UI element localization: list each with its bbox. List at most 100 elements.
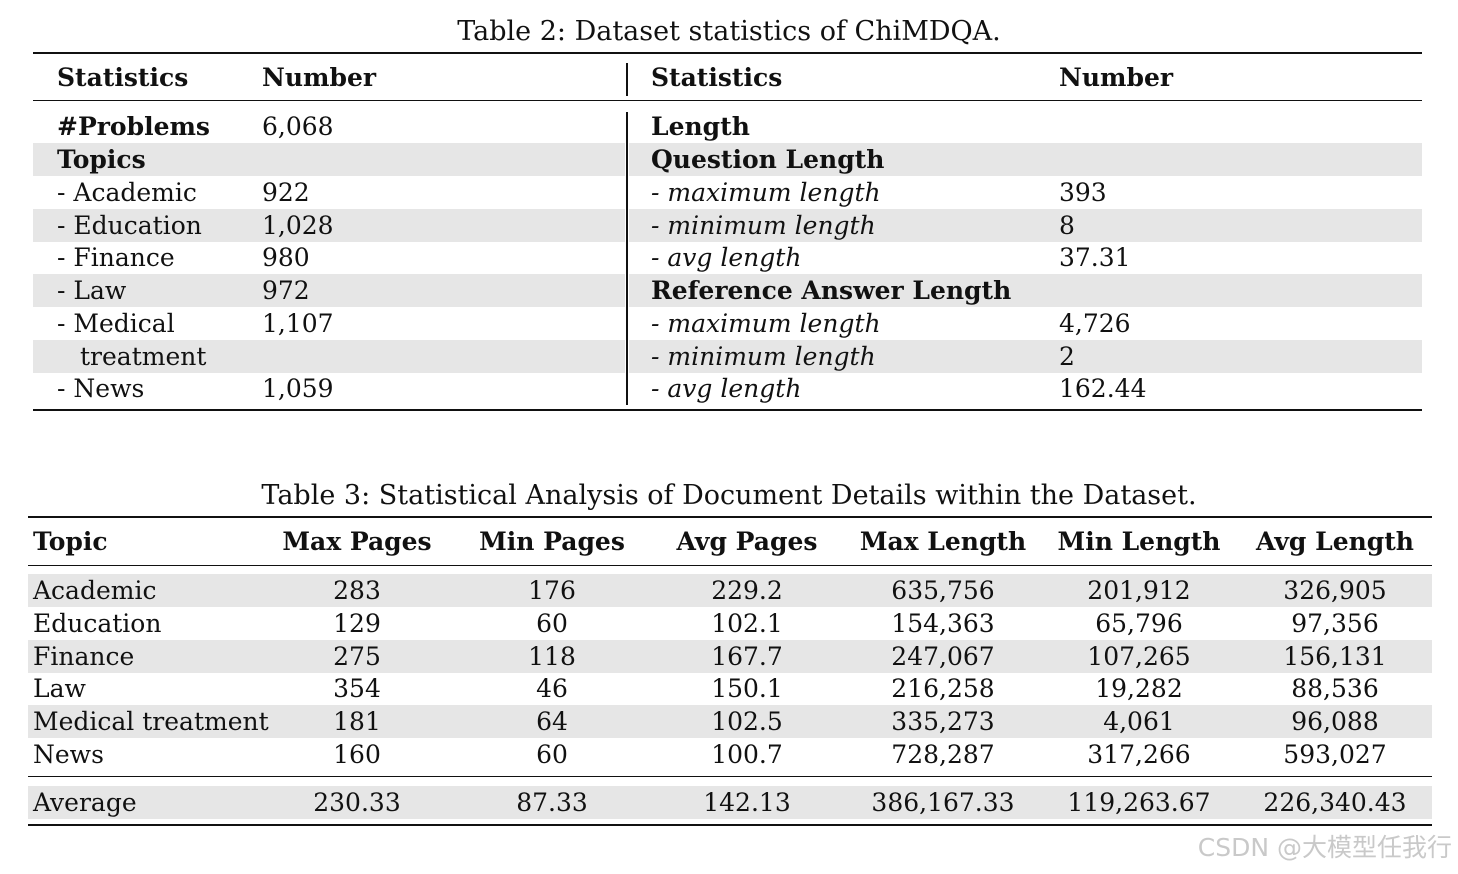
table3-avg-length-cell: 88,536 bbox=[1291, 674, 1379, 703]
table2-left-value: 1,059 bbox=[262, 374, 334, 403]
table3-max-pages-cell: 181 bbox=[333, 707, 381, 736]
table2-right-value: 37.31 bbox=[1059, 243, 1131, 272]
table3-avg-length-cell: 326,905 bbox=[1283, 576, 1387, 605]
table2-right-label: - avg length bbox=[651, 243, 802, 272]
table2-header-statistics-right: Statistics bbox=[651, 63, 783, 92]
table3-topic-cell: Medical treatment bbox=[33, 707, 269, 736]
table3-min-length-cell: 19,282 bbox=[1095, 674, 1183, 703]
table2-right-value: 4,726 bbox=[1059, 309, 1131, 338]
table3-max-length-cell: 154,363 bbox=[891, 609, 995, 638]
table3-avg-length-cell: 97,356 bbox=[1291, 609, 1379, 638]
table3-band-academic bbox=[28, 574, 1432, 607]
table2-left-label: Topics bbox=[57, 145, 146, 174]
table2-left-label: - Medical bbox=[57, 309, 175, 338]
table3-avg-length-cell: 96,088 bbox=[1291, 707, 1379, 736]
table3-header-avg-pages: Avg Pages bbox=[676, 527, 818, 556]
table3-band-average bbox=[28, 786, 1432, 819]
table3-min-pages-cell: 176 bbox=[528, 576, 576, 605]
table3-avg-pages-cell: 150.1 bbox=[711, 674, 783, 703]
table3-header-topic: Topic bbox=[33, 527, 108, 556]
table2-left-value: 980 bbox=[262, 243, 310, 272]
table2-left-label: #Problems bbox=[57, 112, 211, 141]
table3-max-length-cell: 335,273 bbox=[891, 707, 995, 736]
table3-caption: Table 3: Statistical Analysis of Documen… bbox=[261, 480, 1197, 511]
table3-header-max-length: Max Length bbox=[859, 527, 1027, 556]
table2-right-value: 2 bbox=[1059, 342, 1075, 371]
table3-header-max-pages: Max Pages bbox=[282, 527, 432, 556]
table2-left-label: treatment bbox=[80, 342, 207, 371]
table2-header-statistics-left: Statistics bbox=[57, 63, 189, 92]
table2-right-label: Reference Answer Length bbox=[651, 276, 1012, 305]
table3-average-max-length: 386,167.33 bbox=[871, 788, 1015, 817]
table2-left-label: - Education bbox=[57, 211, 202, 240]
table2-left-label: - News bbox=[57, 374, 145, 403]
table2-band-row4-left bbox=[33, 209, 625, 242]
table2-band-row8-left bbox=[33, 340, 625, 373]
table2-top-rule bbox=[33, 52, 1422, 55]
table3-min-length-cell: 201,912 bbox=[1087, 576, 1191, 605]
table3-min-length-cell: 107,265 bbox=[1087, 642, 1191, 671]
table3-avg-pages-cell: 102.1 bbox=[711, 609, 783, 638]
table3-topic-cell: Law bbox=[33, 674, 86, 703]
table2-right-label: - minimum length bbox=[651, 211, 876, 240]
table3-bottom-rule bbox=[28, 824, 1432, 827]
table3-avg-pages-cell: 229.2 bbox=[711, 576, 783, 605]
table2-bottom-rule bbox=[33, 409, 1422, 412]
table3-max-pages-cell: 160 bbox=[333, 740, 381, 769]
table2-left-value: 1,028 bbox=[262, 211, 334, 240]
table3-average-rule bbox=[28, 776, 1432, 778]
table2-left-label: - Finance bbox=[57, 243, 175, 272]
table2-left-value: 6,068 bbox=[262, 112, 334, 141]
table3-max-pages-cell: 354 bbox=[333, 674, 381, 703]
table2-band-row8-right bbox=[629, 340, 1422, 373]
table3-header-min-length: Min Length bbox=[1057, 527, 1221, 556]
table3-max-length-cell: 247,067 bbox=[891, 642, 995, 671]
table3-average-min-pages: 87.33 bbox=[516, 788, 588, 817]
table3-average-avg-length: 226,340.43 bbox=[1263, 788, 1407, 817]
table2-right-label: - maximum length bbox=[651, 178, 881, 207]
table3-max-pages-cell: 129 bbox=[333, 609, 381, 638]
table2-header-number-right: Number bbox=[1059, 63, 1174, 92]
table3-topic-cell: News bbox=[33, 740, 104, 769]
table3-max-length-cell: 728,287 bbox=[891, 740, 995, 769]
table2-left-label: - Law bbox=[57, 276, 127, 305]
table2-right-value: 8 bbox=[1059, 211, 1075, 240]
table2-band-row4-right bbox=[629, 209, 1422, 242]
table2-left-value: 972 bbox=[262, 276, 310, 305]
table3-header-avg-length: Avg Length bbox=[1256, 527, 1414, 556]
table3-header-min-pages: Min Pages bbox=[479, 527, 625, 556]
table3-min-length-cell: 4,061 bbox=[1103, 707, 1175, 736]
csdn-watermark: CSDN @大模型任我行 bbox=[1197, 833, 1452, 862]
table3-top-rule bbox=[28, 516, 1432, 519]
table2-left-label: - Academic bbox=[57, 178, 197, 207]
table3-average-avg-pages: 142.13 bbox=[703, 788, 791, 817]
table3-min-length-cell: 65,796 bbox=[1095, 609, 1183, 638]
table2-right-label: - maximum length bbox=[651, 309, 881, 338]
table3-avg-pages-cell: 100.7 bbox=[711, 740, 783, 769]
table3-avg-length-cell: 593,027 bbox=[1283, 740, 1387, 769]
table3-min-pages-cell: 60 bbox=[536, 609, 568, 638]
table3-avg-length-cell: 156,131 bbox=[1283, 642, 1387, 671]
table3-max-pages-cell: 275 bbox=[333, 642, 381, 671]
table2-band-row6-right bbox=[629, 274, 1422, 307]
table2-left-value: 922 bbox=[262, 178, 310, 207]
table2-right-label: - avg length bbox=[651, 374, 802, 403]
table3-avg-pages-cell: 102.5 bbox=[711, 707, 783, 736]
table3-topic-cell: Finance bbox=[33, 642, 135, 671]
table2-caption: Table 2: Dataset statistics of ChiMDQA. bbox=[457, 16, 1001, 47]
table2-right-value: 162.44 bbox=[1059, 374, 1147, 403]
table3-max-length-cell: 635,756 bbox=[891, 576, 995, 605]
table3-header-rule bbox=[28, 565, 1432, 567]
table2-header-rule bbox=[33, 100, 1422, 102]
table3-min-pages-cell: 64 bbox=[536, 707, 568, 736]
table2-right-label: Length bbox=[651, 112, 750, 141]
table3-avg-pages-cell: 167.7 bbox=[711, 642, 783, 671]
table3-average-label: Average bbox=[33, 788, 137, 817]
table2-left-value: 1,107 bbox=[262, 309, 334, 338]
table2-right-label: - minimum length bbox=[651, 342, 876, 371]
table2-header-divider bbox=[626, 63, 628, 96]
table3-average-min-length: 119,263.67 bbox=[1067, 788, 1211, 817]
table2-right-value: 393 bbox=[1059, 178, 1107, 207]
table3-min-pages-cell: 118 bbox=[528, 642, 576, 671]
table3-topic-cell: Academic bbox=[33, 576, 157, 605]
